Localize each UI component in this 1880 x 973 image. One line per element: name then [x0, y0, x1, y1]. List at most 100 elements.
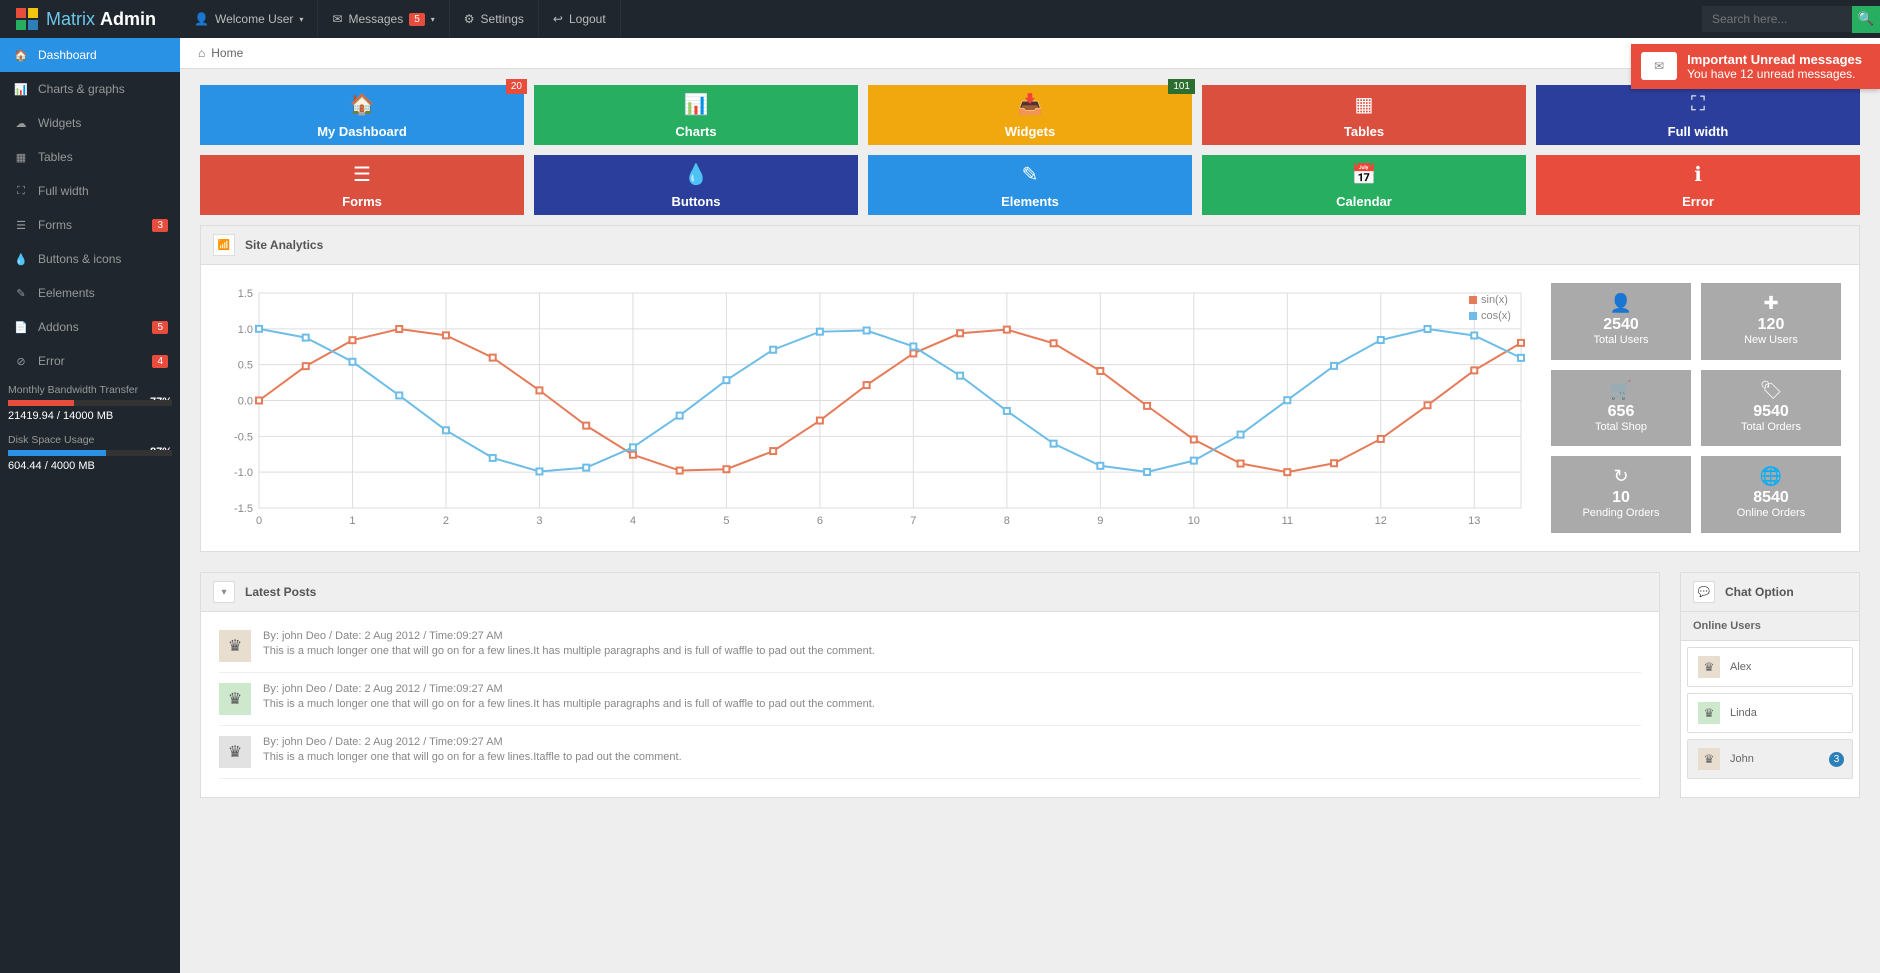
stat-tiles: 👤2540Total Users✚120New Users🛒656Total S… [1551, 283, 1841, 533]
tile-tables[interactable]: ▦Tables [1202, 85, 1526, 145]
tile-elements[interactable]: ✎Elements [868, 155, 1192, 215]
chevron-down-icon[interactable]: ▾ [213, 581, 235, 603]
svg-text:8: 8 [1004, 515, 1010, 527]
welcome-user-menu[interactable]: 👤Welcome User▾ [180, 0, 318, 38]
sidebar-icon: ⛶ [14, 185, 28, 198]
search-input[interactable] [1702, 6, 1852, 32]
sidebar-item-forms[interactable]: ☰Forms3 [0, 208, 180, 242]
stat-number: 8540 [1701, 489, 1841, 507]
sidebar-item-widgets[interactable]: ☁Widgets [0, 106, 180, 140]
sidebar-icon: ✎ [14, 287, 28, 300]
svg-text:4: 4 [630, 515, 636, 527]
logo[interactable]: Matrix Admin [0, 0, 180, 38]
sidebar-label: Error [38, 354, 65, 368]
tile-calendar[interactable]: 📅Calendar [1202, 155, 1526, 215]
sidebar-icon: 🏠 [14, 49, 28, 62]
stat-new-users[interactable]: ✚120New Users [1701, 283, 1841, 360]
widget-title: Latest Posts [245, 585, 316, 599]
signal-icon: 📶 [213, 234, 235, 256]
stat-number: 120 [1701, 316, 1841, 334]
tile-buttons[interactable]: 💧Buttons [534, 155, 858, 215]
tile-full-width[interactable]: ⛶Full width [1536, 85, 1860, 145]
svg-text:0: 0 [256, 515, 262, 527]
avatar: ♛ [219, 630, 251, 662]
sidebar-badge: 5 [152, 321, 168, 334]
breadcrumb-home[interactable]: Home [211, 46, 243, 60]
analytics-chart: -1.5-1.0-0.50.00.51.01.50123456789101112… [219, 283, 1531, 533]
stat-number: 10 [1551, 489, 1691, 507]
stat-label: Total Orders [1701, 421, 1841, 433]
stat-number: 9540 [1701, 403, 1841, 421]
post-meta: By: john Deo / Date: 2 Aug 2012 / Time:0… [263, 736, 682, 748]
logout-link[interactable]: ↩Logout [539, 0, 621, 38]
stat-label: New Users [1701, 334, 1841, 346]
avatar: ♛ [1698, 748, 1720, 770]
sidebar-icon: ☁ [14, 117, 28, 130]
svg-text:12: 12 [1375, 515, 1387, 527]
sidebar-label: Eelements [38, 286, 95, 300]
inbox-icon: 📥 [1018, 94, 1043, 116]
avatar: ♛ [1698, 656, 1720, 678]
avatar: ♛ [219, 683, 251, 715]
sidebar-label: Full width [38, 184, 89, 198]
stat-label: Pending Orders [1551, 507, 1691, 519]
sidebar-item-charts-graphs[interactable]: 📊Charts & graphs [0, 72, 180, 106]
th-icon: ▦ [1355, 94, 1374, 116]
tile-my-dashboard[interactable]: 🏠My Dashboard20 [200, 85, 524, 145]
repeat-icon: ↻ [1551, 466, 1691, 487]
stat-number: 656 [1551, 403, 1691, 421]
site-analytics-widget: 📶 Site Analytics -1.5-1.0-0.50.00.51.01.… [200, 225, 1860, 552]
svg-text:11: 11 [1282, 515, 1293, 527]
mail-icon: ✉ [1641, 52, 1677, 80]
search: 🔍 [1702, 0, 1880, 38]
chat-user-alex[interactable]: ♛Alex [1687, 647, 1853, 687]
stat-total-users[interactable]: 👤2540Total Users [1551, 283, 1691, 360]
sidebar-item-buttons-icons[interactable]: 💧Buttons & icons [0, 242, 180, 276]
tile-badge: 101 [1168, 79, 1195, 94]
stat-total-shop[interactable]: 🛒656Total Shop [1551, 370, 1691, 447]
stat-pending-orders[interactable]: ↻ 10Pending Orders [1551, 456, 1691, 533]
sidebar-item-dashboard[interactable]: 🏠Dashboard [0, 38, 180, 72]
toast-title: Important Unread messages [1687, 52, 1862, 67]
avatar: ♛ [1698, 702, 1720, 724]
user-icon: 👤 [1551, 293, 1691, 314]
sidebar-label: Forms [38, 218, 72, 232]
svg-text:5: 5 [723, 515, 729, 527]
sidebar-item-full-width[interactable]: ⛶ Full width [0, 174, 180, 208]
post-item: ♛ By: john Deo / Date: 2 Aug 2012 / Time:… [219, 726, 1641, 779]
stat-total-orders[interactable]: 🏷9540Total Orders [1701, 370, 1841, 447]
search-button[interactable]: 🔍 [1852, 6, 1880, 33]
latest-posts-widget: ▾ Latest Posts ♛ By: john Deo / Date: 2 A… [200, 572, 1660, 798]
sidebar-badge: 3 [152, 219, 168, 232]
tile-charts[interactable]: 📊Charts [534, 85, 858, 145]
tile-label: Full width [1668, 124, 1729, 139]
sidebar-item-tables[interactable]: ▦Tables [0, 140, 180, 174]
chat-user-name: Linda [1730, 707, 1757, 719]
post-text: This is a much longer one that will go o… [263, 645, 875, 657]
sidebar-item-addons[interactable]: 📄Addons5 [0, 310, 180, 344]
tile-label: Forms [342, 194, 382, 209]
stat-number: 2540 [1551, 316, 1691, 334]
unread-messages-toast[interactable]: ✉ Important Unread messages You have 12 … [1631, 44, 1880, 89]
messages-menu[interactable]: ✉Messages5▾ [318, 0, 449, 38]
chat-user-linda[interactable]: ♛ Linda [1687, 693, 1853, 733]
tile-error[interactable]: ℹError [1536, 155, 1860, 215]
tile-forms[interactable]: ☰Forms [200, 155, 524, 215]
sidebar-badge: 4 [152, 355, 168, 368]
tile-widgets[interactable]: 📥Widgets101 [868, 85, 1192, 145]
stat-label: Total Shop [1551, 421, 1691, 433]
gauge-icon: 🏠 [350, 94, 375, 116]
svg-text:-1.5: -1.5 [234, 503, 253, 515]
sidebar-icon: ▦ [14, 151, 28, 164]
sidebar-label: Charts & graphs [38, 82, 125, 96]
svg-text:sin(x): sin(x) [1481, 294, 1508, 306]
stat-online-orders[interactable]: 🌐8540Online Orders [1701, 456, 1841, 533]
chat-user-john[interactable]: ♛John3 [1687, 739, 1853, 779]
sidebar-item-eelements[interactable]: ✎ Eelements [0, 276, 180, 310]
avatar: ♛ [219, 736, 251, 768]
sidebar-icon: 💧 [14, 253, 28, 266]
globe-icon: 🌐 [1701, 466, 1841, 487]
sidebar-item-error[interactable]: ⊘Error4 [0, 344, 180, 378]
settings-link[interactable]: ⚙Settings [450, 0, 539, 38]
svg-text:-1.0: -1.0 [234, 467, 253, 479]
